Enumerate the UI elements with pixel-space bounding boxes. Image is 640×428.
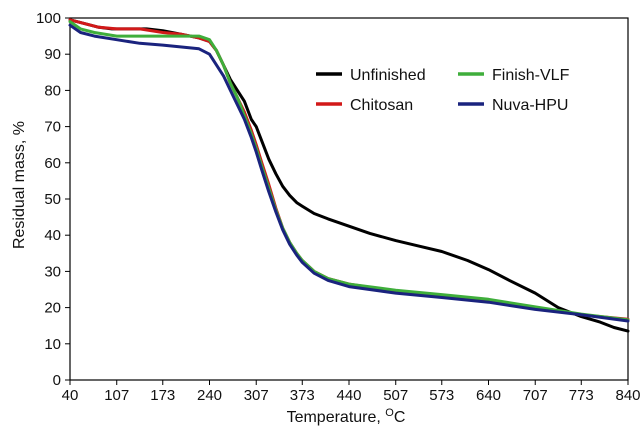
- x-axis-title-superscript: O: [385, 407, 394, 419]
- legend-label-finish-vlf: Finish-VLF: [492, 67, 570, 84]
- x-axis-title-unit: C: [394, 409, 406, 426]
- series-line-nuva-hpu: [68, 23, 630, 323]
- x-axis-title-text: Temperature,: [287, 409, 386, 426]
- y-tick-label: 80: [44, 82, 61, 99]
- x-tick-label: 507: [383, 387, 408, 404]
- series-layer: [68, 18, 630, 333]
- series-line-chitosan: [68, 18, 630, 321]
- x-tick-label: 440: [336, 387, 361, 404]
- y-tick-label: 50: [44, 191, 61, 208]
- y-tick-label: 40: [44, 227, 61, 244]
- x-tick-label: 640: [476, 387, 501, 404]
- axis-ticks: 40 107 173 240 307 373 440 507 573 640 707 773 840 0 1…: [36, 10, 640, 404]
- x-tick-label: 40: [62, 387, 79, 404]
- x-tick-label: 373: [290, 387, 315, 404]
- y-tick-label: 20: [44, 300, 61, 317]
- x-tick-label: 840: [615, 387, 640, 404]
- x-tick-label: 307: [244, 387, 269, 404]
- y-tick-label: 70: [44, 119, 61, 136]
- x-tick-label: 240: [197, 387, 222, 404]
- y-tick-label: 0: [53, 372, 61, 389]
- x-tick-label: 173: [150, 387, 175, 404]
- x-axis-title: Temperature, OC: [287, 407, 406, 426]
- legend-label-unfinished: Unfinished: [350, 67, 426, 84]
- x-tick-label: 773: [569, 387, 594, 404]
- y-axis-title: Residual mass, %: [11, 121, 28, 249]
- y-tick-label: 10: [44, 336, 61, 353]
- legend: Unfinished Chitosan Finish-VLF Nuva-HPU: [316, 67, 570, 114]
- x-tick-label: 707: [523, 387, 548, 404]
- y-tick-label: 30: [44, 263, 61, 280]
- y-tick-label: 90: [44, 46, 61, 63]
- x-tick-label: 573: [429, 387, 454, 404]
- y-tick-label: 60: [44, 155, 61, 172]
- x-tick-label: 107: [104, 387, 129, 404]
- legend-label-nuva-hpu: Nuva-HPU: [492, 97, 568, 114]
- y-tick-label: 100: [36, 10, 61, 27]
- legend-label-chitosan: Chitosan: [350, 97, 413, 114]
